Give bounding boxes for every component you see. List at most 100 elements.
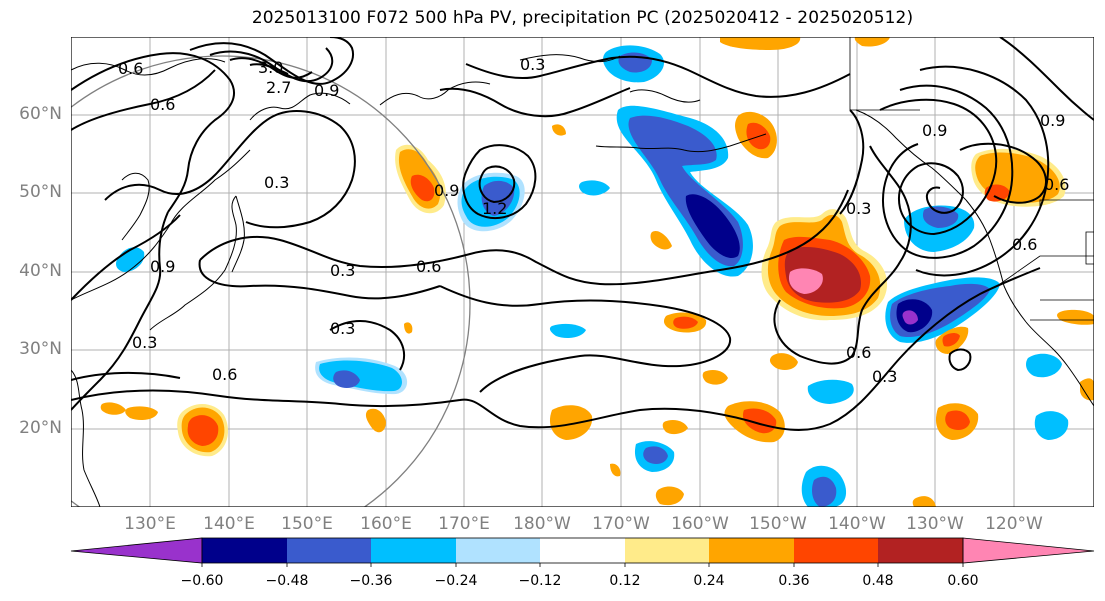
contour-label: 0.3 bbox=[846, 199, 871, 218]
contour-label: 0.6 bbox=[1044, 175, 1069, 194]
contour-label: 0.9 bbox=[150, 257, 175, 276]
contour-label: 0.6 bbox=[118, 59, 143, 78]
lon-label-150e: 150°E bbox=[281, 514, 333, 534]
anomaly-negative bbox=[333, 370, 360, 388]
lon-label-130e: 130°E bbox=[124, 514, 176, 534]
anomaly-positive bbox=[365, 408, 386, 433]
precip-anomaly-fills bbox=[100, 37, 1094, 507]
contour-label: 0.9 bbox=[314, 81, 339, 100]
contour-label: 0.6 bbox=[150, 95, 175, 114]
contour-label: 0.6 bbox=[846, 343, 871, 362]
contour-label: 0.3 bbox=[520, 55, 545, 74]
anomaly-negative bbox=[1034, 411, 1069, 440]
colorbar-tick-label: −0.24 bbox=[434, 573, 478, 589]
colorbar-tick-label: −0.36 bbox=[349, 573, 393, 589]
anomaly-positive bbox=[125, 406, 158, 420]
anomaly-positive bbox=[404, 322, 413, 334]
anomaly-positive bbox=[1057, 309, 1094, 325]
colorbar-segment bbox=[287, 538, 371, 563]
colorbar-tick-label: 0.36 bbox=[778, 573, 810, 589]
anomaly-positive bbox=[854, 37, 890, 47]
colorbar-segment bbox=[371, 538, 456, 563]
anomaly-positive bbox=[746, 122, 771, 150]
anomaly-negative bbox=[643, 446, 668, 464]
colorbar-tick-label: −0.12 bbox=[518, 573, 562, 589]
anomaly-positive bbox=[673, 316, 698, 329]
lon-label-180w: 180°W bbox=[513, 514, 571, 534]
contour-label: 2.7 bbox=[266, 78, 291, 97]
colorbar-tick-label: −0.60 bbox=[180, 573, 224, 589]
contour-label: 0.3 bbox=[330, 319, 355, 338]
map-title: 2025013100 F072 500 hPa PV, precipitatio… bbox=[251, 8, 914, 28]
graticule bbox=[71, 37, 1094, 507]
lat-label-40n: 40°N bbox=[19, 261, 62, 281]
anomaly-negative bbox=[579, 180, 610, 196]
anomaly-positive bbox=[912, 496, 936, 507]
lat-label-20n: 20°N bbox=[19, 418, 62, 438]
colorbar-tick-label: −0.48 bbox=[265, 573, 309, 589]
colorbar-segment bbox=[625, 538, 709, 563]
anomaly-negative bbox=[1026, 353, 1062, 378]
anomaly-positive bbox=[650, 230, 672, 250]
contour-label: 0.3 bbox=[330, 261, 355, 280]
anomaly-positive bbox=[100, 402, 126, 415]
lat-label-50n: 50°N bbox=[19, 182, 62, 202]
colorbar-segment bbox=[202, 538, 287, 563]
anomaly-positive bbox=[662, 420, 688, 435]
colorbar-tick-label: 0.48 bbox=[862, 573, 894, 589]
contour-label: 0.3 bbox=[132, 333, 157, 352]
colorbar-extend-high bbox=[962, 537, 1095, 564]
reference-circle bbox=[71, 55, 471, 507]
anomaly-negative bbox=[902, 310, 918, 325]
anomaly-positive bbox=[769, 353, 798, 370]
contour-label: 3.0 bbox=[258, 58, 283, 77]
anomaly-positive bbox=[1080, 378, 1094, 401]
lon-label-160w: 160°W bbox=[671, 514, 729, 534]
colorbar-segment bbox=[456, 538, 540, 563]
contour-label: 0.3 bbox=[264, 173, 289, 192]
contour-label: 0.9 bbox=[1040, 111, 1065, 130]
contour-label: 0.6 bbox=[416, 257, 441, 276]
anomaly-negative bbox=[549, 323, 586, 338]
anomaly-positive bbox=[610, 463, 621, 477]
anomaly-negative bbox=[812, 476, 837, 507]
colorbar-segment bbox=[709, 538, 794, 563]
anomaly-positive bbox=[655, 486, 684, 506]
anomaly-positive bbox=[788, 268, 823, 294]
contour-label: 0.6 bbox=[212, 365, 237, 384]
anomaly-positive bbox=[720, 37, 801, 50]
colorbar-extend-low bbox=[70, 537, 203, 564]
anomaly-positive bbox=[984, 184, 1010, 202]
anomaly-positive bbox=[942, 333, 960, 347]
anomaly-positive bbox=[702, 370, 728, 385]
contour-label: 1.2 bbox=[482, 199, 507, 218]
map-plot-area: 0.6 0.6 3.0 2.7 0.9 0.3 0.3 0.9 1.2 0.3 … bbox=[71, 37, 1094, 507]
colorbar-tick-label: 0.24 bbox=[693, 573, 725, 589]
colorbar-segment bbox=[878, 538, 963, 563]
anomaly-positive bbox=[187, 415, 219, 446]
anomaly-positive bbox=[742, 408, 777, 434]
anomaly-positive bbox=[552, 124, 566, 136]
anomaly-positive bbox=[410, 174, 435, 202]
contour-label: 0.9 bbox=[922, 121, 947, 140]
lon-label-140e: 140°E bbox=[203, 514, 255, 534]
lon-label-170e: 170°E bbox=[438, 514, 490, 534]
pv-contours bbox=[71, 37, 1094, 431]
lon-label-120w: 120°W bbox=[985, 514, 1043, 534]
lat-label-30n: 30°N bbox=[19, 339, 62, 359]
anomaly-negative bbox=[807, 379, 854, 404]
coastlines bbox=[71, 54, 1094, 507]
anomaly-negative bbox=[481, 180, 515, 216]
lon-label-170w: 170°W bbox=[592, 514, 650, 534]
anomaly-positive bbox=[549, 405, 593, 440]
contour-labels: 0.6 0.6 3.0 2.7 0.9 0.3 0.3 0.9 1.2 0.3 … bbox=[118, 55, 1069, 386]
colorbar bbox=[70, 537, 1095, 567]
colorbar-tick-label: 0.60 bbox=[947, 573, 979, 589]
lon-label-160e: 160°E bbox=[360, 514, 412, 534]
anomaly-negative bbox=[685, 194, 740, 259]
anomaly-positive bbox=[945, 410, 970, 430]
lon-label-150w: 150°W bbox=[749, 514, 807, 534]
colorbar-tick-label: 0.12 bbox=[609, 573, 641, 589]
lat-label-60n: 60°N bbox=[19, 104, 62, 124]
